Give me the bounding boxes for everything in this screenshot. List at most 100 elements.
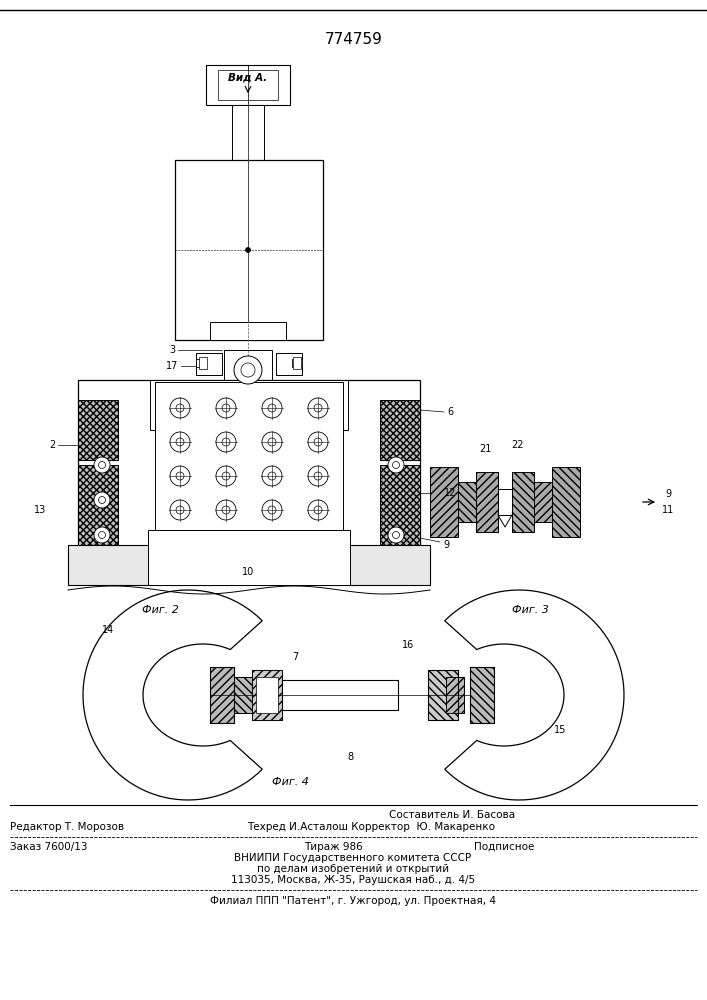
Circle shape xyxy=(392,462,399,468)
Text: Филиал ППП "Патент", г. Ужгород, ул. Проектная, 4: Филиал ППП "Патент", г. Ужгород, ул. Про… xyxy=(210,896,496,906)
Text: 12: 12 xyxy=(444,488,456,498)
Bar xyxy=(498,489,512,515)
Bar xyxy=(252,670,282,720)
Circle shape xyxy=(98,462,105,468)
Text: 22: 22 xyxy=(512,440,525,450)
Text: Тираж 986: Тираж 986 xyxy=(304,842,363,852)
Text: Составитель И. Басова: Составитель И. Басова xyxy=(389,810,515,820)
Text: 8: 8 xyxy=(347,752,353,762)
Bar xyxy=(282,680,398,710)
Circle shape xyxy=(262,466,282,486)
Circle shape xyxy=(262,398,282,418)
Bar xyxy=(150,380,348,430)
Bar xyxy=(428,670,458,720)
Circle shape xyxy=(94,527,110,543)
Bar xyxy=(470,667,494,723)
Circle shape xyxy=(216,500,236,520)
Bar xyxy=(430,467,458,537)
Circle shape xyxy=(216,398,236,418)
Bar xyxy=(380,400,420,460)
Text: 3: 3 xyxy=(169,345,175,355)
Bar xyxy=(199,357,207,369)
Text: 9: 9 xyxy=(665,489,671,499)
Text: 17: 17 xyxy=(166,361,178,371)
Bar xyxy=(476,472,498,532)
Circle shape xyxy=(388,457,404,473)
Circle shape xyxy=(388,527,404,543)
Circle shape xyxy=(94,492,110,508)
Text: 9: 9 xyxy=(443,540,449,550)
Text: Фиг. 2: Фиг. 2 xyxy=(141,605,178,615)
Text: Заказ 7600/13: Заказ 7600/13 xyxy=(10,842,88,852)
Circle shape xyxy=(268,472,276,480)
Bar xyxy=(470,667,494,723)
Circle shape xyxy=(308,500,328,520)
Bar xyxy=(292,359,302,367)
Circle shape xyxy=(170,432,190,452)
Bar xyxy=(196,359,206,367)
Bar xyxy=(232,105,264,160)
Circle shape xyxy=(314,506,322,514)
Circle shape xyxy=(262,432,282,452)
Circle shape xyxy=(308,432,328,452)
Circle shape xyxy=(241,363,255,377)
Bar xyxy=(68,545,430,585)
Circle shape xyxy=(170,466,190,486)
Text: 2: 2 xyxy=(49,440,55,450)
Circle shape xyxy=(176,404,184,412)
Text: 16: 16 xyxy=(402,640,414,650)
Text: 14: 14 xyxy=(102,625,114,635)
Text: Редактор Т. Морозов: Редактор Т. Морозов xyxy=(10,822,124,832)
Bar xyxy=(218,70,278,100)
Bar xyxy=(252,670,282,720)
PathPatch shape xyxy=(445,590,624,800)
Circle shape xyxy=(94,457,110,473)
Text: 13: 13 xyxy=(34,505,46,515)
Text: 11: 11 xyxy=(662,505,674,515)
Text: 21: 21 xyxy=(479,444,491,454)
Bar xyxy=(476,472,498,532)
Circle shape xyxy=(314,404,322,412)
Circle shape xyxy=(222,438,230,446)
Bar xyxy=(196,353,222,375)
Circle shape xyxy=(170,398,190,418)
Bar xyxy=(552,467,580,537)
Circle shape xyxy=(245,247,250,252)
Bar xyxy=(206,65,290,105)
Text: 6: 6 xyxy=(447,407,453,417)
Bar xyxy=(512,472,534,532)
Text: по делам изобретений и открытий: по делам изобретений и открытий xyxy=(257,864,449,874)
Text: ВНИИПИ Государственного комитета СССР: ВНИИПИ Государственного комитета СССР xyxy=(235,853,472,863)
Circle shape xyxy=(176,472,184,480)
Circle shape xyxy=(308,398,328,418)
Circle shape xyxy=(314,472,322,480)
Text: 10: 10 xyxy=(242,567,254,577)
Circle shape xyxy=(314,438,322,446)
Text: Фиг. 3: Фиг. 3 xyxy=(512,605,549,615)
Bar xyxy=(512,472,534,532)
Circle shape xyxy=(98,496,105,504)
Text: 774759: 774759 xyxy=(325,32,382,47)
Bar xyxy=(210,667,234,723)
Bar xyxy=(458,482,476,522)
PathPatch shape xyxy=(83,590,262,800)
Circle shape xyxy=(222,404,230,412)
Bar xyxy=(175,160,323,340)
Text: 113035, Москва, Ж-35, Раушская наб., д. 4/5: 113035, Москва, Ж-35, Раушская наб., д. … xyxy=(231,875,475,885)
Circle shape xyxy=(262,500,282,520)
Circle shape xyxy=(98,532,105,538)
Text: Фиг. 4: Фиг. 4 xyxy=(271,777,308,787)
Text: Техред И.Асталош Корректор  Ю. Макаренко: Техред И.Асталош Корректор Ю. Макаренко xyxy=(247,822,496,832)
Circle shape xyxy=(234,356,262,384)
Bar xyxy=(148,530,350,585)
Bar xyxy=(78,465,118,545)
Circle shape xyxy=(216,432,236,452)
Bar xyxy=(256,677,278,713)
Bar xyxy=(380,465,420,545)
Circle shape xyxy=(392,532,399,538)
Circle shape xyxy=(170,500,190,520)
Circle shape xyxy=(268,404,276,412)
Circle shape xyxy=(176,438,184,446)
Text: Подписное: Подписное xyxy=(474,842,534,852)
Text: 15: 15 xyxy=(554,725,566,735)
